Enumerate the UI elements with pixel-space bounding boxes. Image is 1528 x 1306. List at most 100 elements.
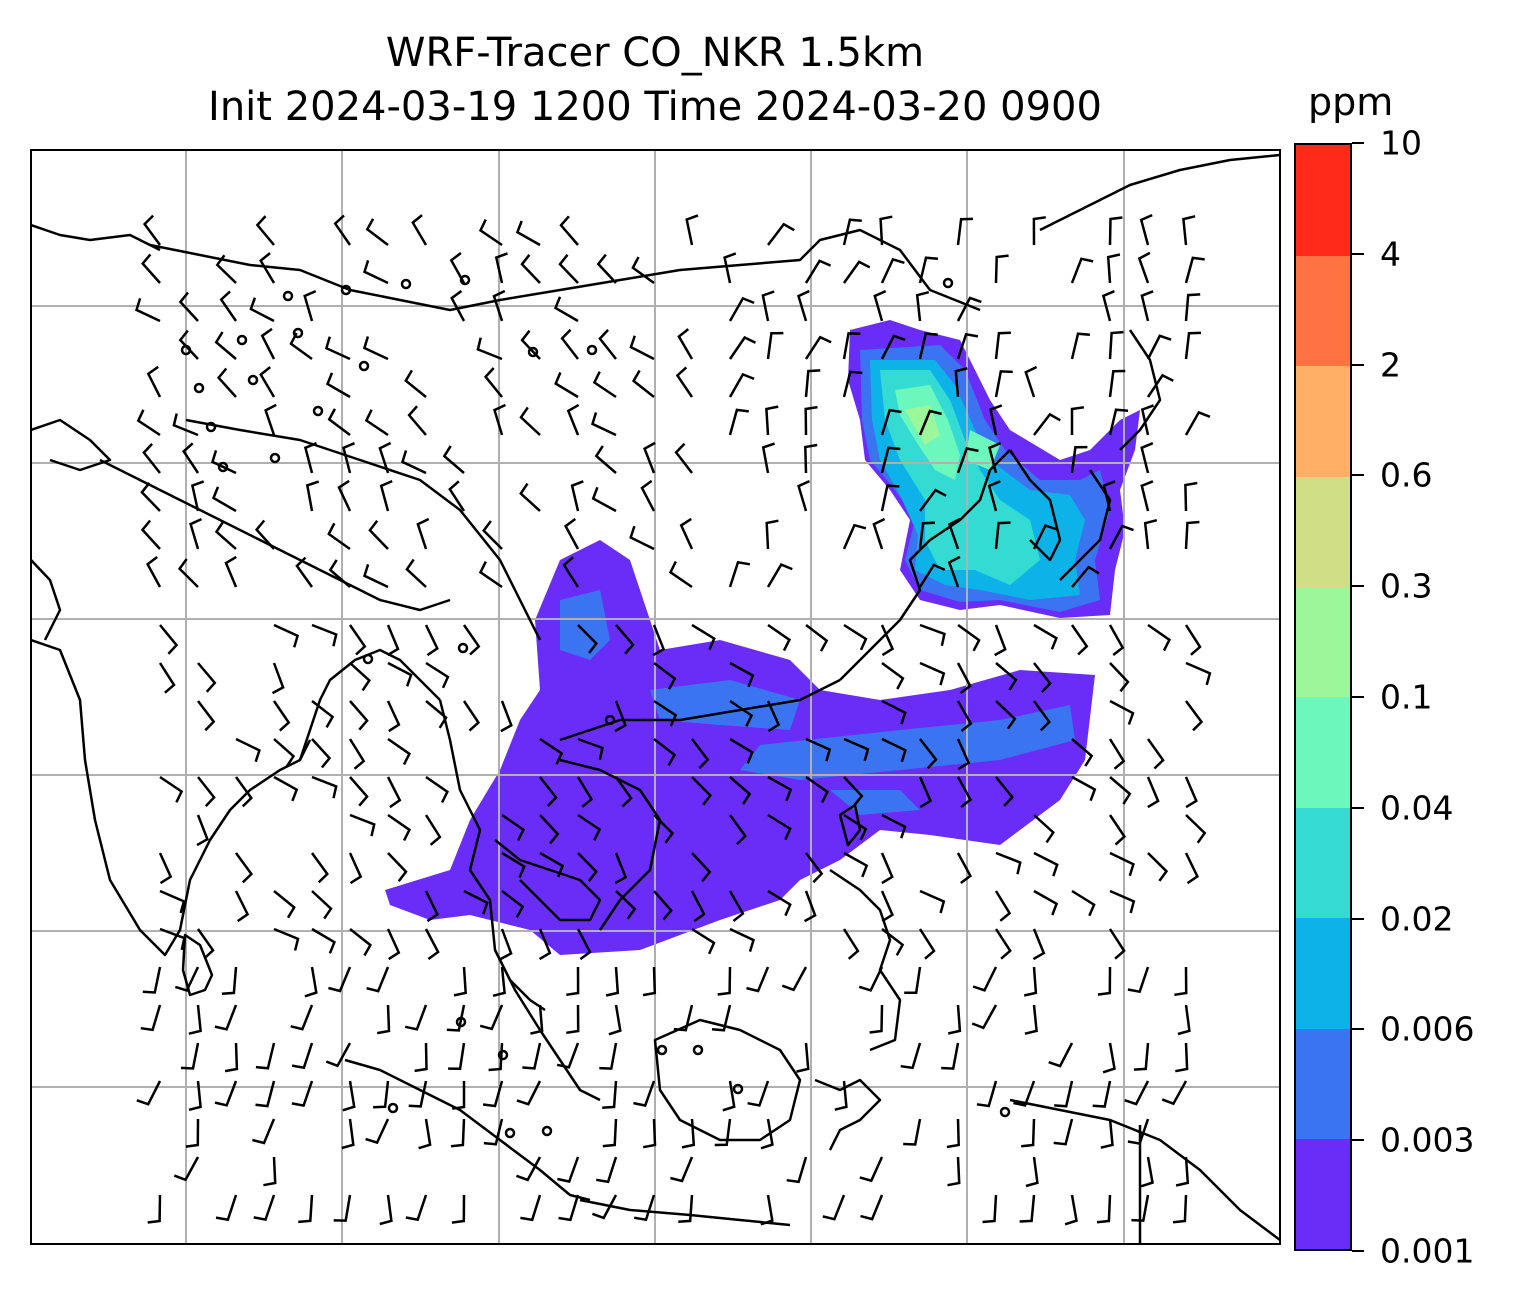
wind-barb [615, 890, 637, 920]
wind-barb [1140, 290, 1154, 322]
wind-barb [629, 335, 655, 361]
calm-wind-marker [292, 327, 304, 339]
wind-barb [994, 331, 1011, 360]
wind-barb [1097, 966, 1112, 996]
wind-barb [1071, 738, 1094, 767]
taiwan [838, 803, 862, 847]
wind-barb [941, 1042, 960, 1070]
wind-barb [919, 889, 946, 914]
wind-barb [362, 564, 389, 589]
wind-barb [349, 928, 373, 957]
wind-barb [214, 331, 237, 360]
colorbar-tick [1352, 1250, 1364, 1252]
colorbar [1294, 143, 1352, 1251]
wind-barb [327, 522, 351, 551]
wind-barb [559, 215, 579, 246]
wind-barb [919, 738, 938, 770]
wind-barb [1102, 1042, 1116, 1074]
wind-barb [691, 738, 710, 770]
wind-barb [158, 662, 176, 694]
calm-wind-marker [942, 277, 954, 289]
wind-barb [728, 890, 745, 922]
wind-barb [221, 966, 238, 995]
wind-barb [674, 442, 693, 474]
wind-barb [723, 252, 737, 284]
wind-barb [796, 289, 810, 322]
wind-barb [596, 253, 617, 284]
wind-barb [414, 1042, 428, 1073]
wind-barb [520, 1194, 542, 1222]
wind-barb [311, 738, 332, 769]
wind-barb [386, 624, 400, 657]
wind-barb [972, 966, 998, 992]
wind-barb [842, 523, 867, 550]
wind-barb [311, 775, 338, 799]
calm-wind-marker [999, 1106, 1011, 1118]
plume-ne-top [905, 405, 940, 445]
wind-barb [259, 252, 276, 284]
wind-barb [642, 966, 657, 997]
wind-barb [1140, 1156, 1154, 1188]
wind-barb [803, 890, 817, 923]
wind-barb [516, 1080, 542, 1106]
wind-barb [1032, 524, 1058, 550]
colorbar-tick [1352, 363, 1364, 366]
myanmar-coast [438, 699, 546, 1012]
wind-barb [673, 1004, 694, 1032]
wind-barb [273, 927, 300, 951]
wind-barb [134, 298, 161, 323]
wind-barb [333, 1194, 352, 1222]
wind-barb [566, 1004, 580, 1035]
wind-barb [260, 327, 276, 360]
wind-barb [538, 928, 552, 961]
calm-wind-marker [312, 405, 324, 417]
wind-barb [1127, 966, 1150, 994]
map-frame [30, 149, 1281, 1245]
wind-barb [1032, 216, 1046, 246]
wind-barb [1184, 481, 1198, 512]
plume-south-mid [740, 705, 1075, 780]
wind-barb [453, 966, 468, 997]
wind-barb [918, 488, 947, 512]
wind-barb [405, 1194, 428, 1222]
wind-barb [605, 966, 620, 997]
wind-barb [1070, 257, 1094, 284]
wind-barb [174, 966, 200, 993]
wind-barb [729, 737, 754, 764]
wind-barb [190, 480, 205, 512]
plume-south-mid [560, 590, 610, 660]
wind-barb [994, 624, 1007, 657]
wind-barb [879, 215, 893, 246]
calm-wind-marker [455, 1016, 467, 1028]
wind-barb [1109, 851, 1135, 877]
wind-barb [291, 1042, 314, 1070]
wind-barb [594, 445, 617, 474]
wind-barb [235, 737, 261, 763]
wind-barb [303, 442, 317, 474]
wind-barb [691, 623, 716, 651]
calm-wind-marker [604, 714, 616, 726]
wind-barb [560, 328, 579, 360]
wind-barb [197, 662, 217, 693]
wind-barb [728, 814, 747, 846]
colorbar-tick [1352, 252, 1364, 255]
wind-barb [553, 296, 579, 323]
wind-barb [728, 296, 755, 322]
wind-barb [1048, 1042, 1074, 1068]
calm-wind-marker [457, 642, 469, 654]
wind-barb [405, 558, 427, 588]
japan [1059, 329, 1162, 581]
wind-barb [614, 852, 628, 885]
wind-barb [146, 365, 162, 398]
wind-barb [492, 966, 506, 998]
wind-barb [956, 447, 979, 474]
colorbar-tick-label: 0.6 [1380, 455, 1433, 495]
wind-barb [760, 1118, 774, 1150]
wind-barb [956, 332, 979, 360]
wind-barb [273, 738, 296, 767]
wind-barb [1021, 1118, 1036, 1148]
wind-barb [592, 371, 617, 399]
wind-barb [681, 1118, 696, 1149]
wind-barb [189, 517, 203, 550]
calm-wind-marker [362, 653, 374, 665]
